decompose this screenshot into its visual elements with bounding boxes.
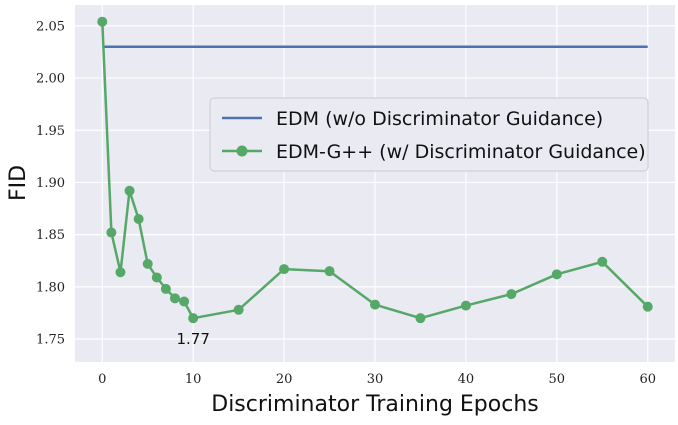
legend-box (209, 97, 649, 172)
data-point (115, 267, 126, 278)
y-axis-label: FID (6, 165, 31, 201)
data-point (324, 266, 335, 277)
data-point (151, 272, 162, 283)
data-point (160, 283, 171, 294)
y-tick-label: 2.00 (36, 72, 65, 87)
x-tick-label: 10 (185, 372, 202, 387)
y-tick-label: 1.80 (36, 280, 65, 295)
data-point (106, 227, 117, 238)
data-point (133, 213, 144, 224)
x-tick-label: 30 (367, 372, 384, 387)
data-point (233, 304, 244, 315)
y-tick-label: 2.05 (36, 19, 65, 34)
y-tick-label: 1.75 (36, 333, 65, 348)
data-point (597, 256, 608, 267)
legend-label-edm: EDM (w/o Discriminator Guidance) (276, 108, 603, 130)
x-tick-labels: 0 10 20 30 40 50 60 (98, 372, 656, 387)
data-point (279, 264, 290, 275)
y-tick-label: 1.90 (36, 176, 65, 191)
data-point (551, 269, 562, 280)
data-point (170, 293, 180, 304)
data-point (97, 16, 108, 27)
x-tick-label: 50 (549, 372, 566, 387)
annotations: 1.77 (176, 330, 209, 348)
legend-label-edm-g: EDM-G++ (w/ Discriminator Guidance) (276, 141, 646, 163)
data-point (142, 258, 153, 269)
legend: EDM (w/o Discriminator Guidance) EDM-G++… (209, 97, 649, 172)
y-tick-label: 1.85 (36, 228, 65, 243)
data-point (506, 289, 517, 300)
y-tick-label: 1.95 (36, 124, 65, 139)
x-tick-label: 60 (639, 372, 656, 387)
x-axis-label: Discriminator Training Epochs (211, 392, 539, 417)
x-tick-label: 40 (458, 372, 475, 387)
x-tick-label: 0 (98, 372, 106, 387)
data-point (415, 313, 426, 324)
data-point (188, 313, 199, 324)
data-point (370, 299, 380, 310)
data-point (179, 296, 190, 307)
annotation-label: 1.77 (176, 330, 209, 348)
data-point (642, 301, 653, 312)
y-tick-labels: 1.75 1.80 1.85 1.90 1.95 2.00 2.05 (36, 19, 65, 347)
series-lines (97, 16, 653, 324)
data-point (124, 185, 135, 196)
legend-marker-edm-g (236, 145, 248, 157)
data-point (460, 300, 471, 311)
x-tick-label: 20 (276, 372, 293, 387)
